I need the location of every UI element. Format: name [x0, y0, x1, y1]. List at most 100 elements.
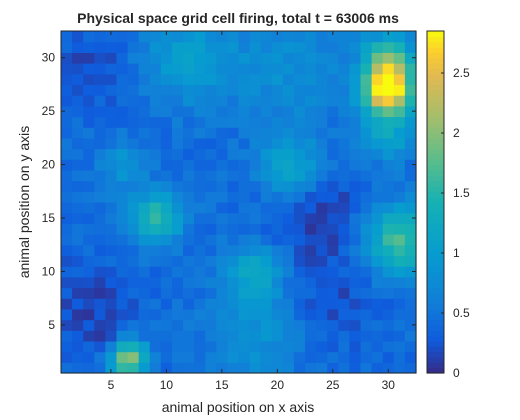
heatmap-cell	[183, 137, 195, 150]
heatmap-cell	[349, 95, 362, 107]
heatmap-cell	[138, 330, 151, 342]
heatmap-cell	[227, 308, 240, 321]
heatmap-cell	[271, 73, 284, 86]
heatmap-cell	[338, 73, 351, 86]
heatmap-cell	[216, 362, 229, 374]
heatmap-cell	[305, 41, 317, 53]
heatmap-cell	[249, 276, 262, 289]
heatmap-cell	[205, 169, 217, 182]
heatmap-cell	[404, 223, 417, 235]
heatmap-cell	[216, 351, 229, 363]
heatmap-cell	[216, 244, 229, 257]
heatmap-cell	[249, 223, 262, 235]
heatmap-cell	[216, 52, 229, 64]
colorbar-band	[427, 308, 444, 315]
heatmap-cell	[238, 116, 251, 128]
heatmap-cell	[127, 127, 140, 139]
heatmap-cell	[83, 95, 95, 107]
heatmap-cell	[238, 137, 251, 150]
heatmap-cell	[160, 362, 173, 374]
heatmap-cell	[61, 137, 73, 150]
colorbar-band	[427, 303, 444, 310]
heatmap-cell	[271, 212, 284, 224]
heatmap-cell	[194, 191, 206, 203]
colorbar-band	[427, 324, 444, 331]
heatmap-cell	[249, 319, 262, 331]
heatmap-cell	[305, 340, 317, 353]
heatmap-cell	[371, 362, 384, 374]
heatmap-cell	[382, 180, 395, 192]
heatmap-cell	[183, 41, 195, 53]
heatmap-cell	[382, 137, 395, 150]
heatmap-cell	[160, 41, 173, 53]
heatmap-cell	[260, 351, 273, 363]
heatmap-cell	[83, 223, 95, 235]
heatmap-cell	[271, 148, 284, 160]
heatmap-cell	[94, 319, 106, 331]
heatmap-cell	[238, 127, 251, 139]
heatmap-cell	[249, 169, 262, 182]
y-axis-ticks: 5 10 15 20 25 30	[42, 51, 416, 332]
heatmap-cell	[61, 180, 73, 192]
heatmap-cell	[316, 234, 328, 246]
heatmap-cell	[260, 105, 273, 118]
heatmap-cell	[149, 116, 162, 128]
heatmap-cell	[160, 330, 173, 342]
heatmap-cell	[61, 362, 73, 374]
heatmap-cell	[305, 63, 317, 75]
heatmap-cell	[61, 41, 73, 53]
heatmap-cell	[116, 223, 129, 235]
heatmap-cell	[349, 52, 362, 64]
heatmap-cell	[72, 202, 84, 214]
heatmap-cell	[393, 276, 406, 289]
heatmap-cell	[171, 63, 184, 75]
heatmap-cell	[316, 298, 328, 310]
heatmap-cell	[105, 63, 118, 75]
heatmap-cell	[338, 148, 351, 160]
heatmap-cell	[293, 180, 306, 192]
heatmap-cell	[72, 116, 84, 128]
heatmap-cell	[327, 287, 339, 299]
heatmap-cell	[393, 159, 406, 171]
heatmap-cell	[61, 202, 73, 214]
heatmap-cell	[393, 116, 406, 128]
heatmap-cell	[138, 351, 151, 363]
heatmap-cell	[61, 148, 73, 160]
heatmap-cell	[238, 169, 251, 182]
heatmap-cell	[227, 137, 240, 150]
heatmap-cell	[171, 148, 184, 160]
heatmap-cell	[316, 73, 328, 86]
heatmap-cell	[360, 330, 373, 342]
heatmap-cell	[205, 116, 217, 128]
heatmap-cell	[349, 255, 362, 267]
heatmap-cell	[138, 234, 151, 246]
heatmap-cell	[371, 234, 384, 246]
heatmap-cell	[260, 148, 273, 160]
heatmap-cell	[105, 319, 118, 331]
heatmap-cell	[183, 340, 195, 353]
heatmap-cell	[360, 319, 373, 331]
heatmap-cell	[293, 351, 306, 363]
heatmap-cell	[61, 244, 73, 257]
heatmap-cell	[116, 105, 129, 118]
heatmap-cell	[360, 41, 373, 53]
heatmap-cell	[249, 105, 262, 118]
heatmap-cell	[61, 127, 73, 139]
heatmap-cell	[160, 191, 173, 203]
heatmap-cell	[382, 362, 395, 374]
heatmap-cell	[360, 169, 373, 182]
heatmap-cell	[149, 330, 162, 342]
heatmap-cell	[61, 266, 73, 278]
heatmap-cell	[105, 52, 118, 64]
heatmap-cell	[194, 266, 206, 278]
heatmap-cell	[138, 255, 151, 267]
heatmap-cell	[72, 351, 84, 363]
heatmap-cell	[338, 244, 351, 257]
heatmap-cell	[260, 298, 273, 310]
heatmap-cell	[205, 191, 217, 203]
heatmap-cell	[293, 148, 306, 160]
heatmap-cell	[260, 84, 273, 96]
heatmap-cell	[327, 255, 339, 267]
heatmap-cell	[149, 234, 162, 246]
heatmap-cell	[160, 298, 173, 310]
